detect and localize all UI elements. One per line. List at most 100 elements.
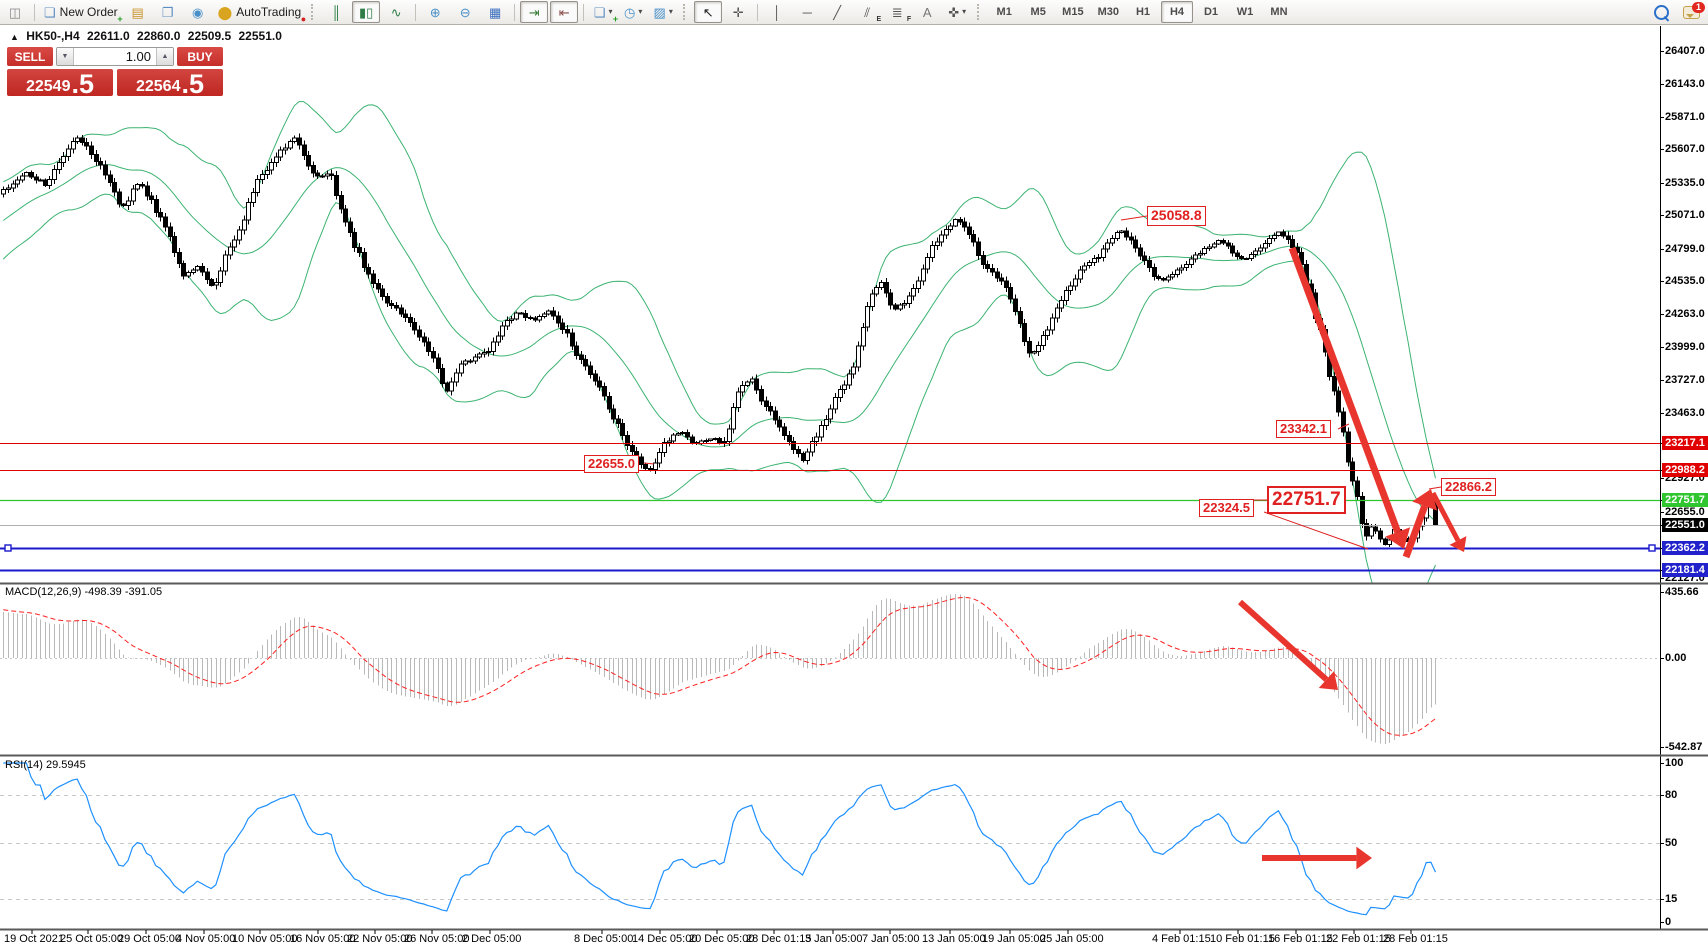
zoom-in-icon[interactable]: ⊕	[421, 1, 449, 23]
sell-button[interactable]: SELL	[7, 47, 53, 66]
equidistant-channel-icon[interactable]: ⫽ E	[853, 1, 881, 24]
fibonacci-icon[interactable]: ≣ F	[883, 1, 911, 24]
time-axis-label[interactable]: 8 Dec 05:00	[574, 933, 634, 945]
price-annotation[interactable]: 22751.7	[1267, 486, 1346, 514]
volume-input[interactable]: 1.00	[125, 49, 151, 64]
trend-arrow-head[interactable]	[1318, 671, 1338, 690]
time-axis-label[interactable]: 20 Dec 05:00	[689, 933, 755, 945]
new-order-icon[interactable]: ❏ + New Order	[40, 1, 123, 24]
market-window-icon[interactable]: ❐	[154, 1, 182, 23]
price-axis-label[interactable]: 23463.0	[1665, 407, 1705, 419]
timeframe-button-mn[interactable]: MN	[1270, 5, 1288, 18]
toolbar-group-handle[interactable]	[311, 4, 316, 20]
price-axis-label[interactable]: 24263.0	[1665, 308, 1705, 320]
rsi-axis-label[interactable]: 15	[1665, 893, 1678, 905]
signal-icon[interactable]: ◉	[184, 1, 212, 23]
price-axis-label[interactable]: 25335.0	[1665, 177, 1705, 189]
template-icon[interactable]: ❏ + ▾	[589, 1, 618, 24]
timeframe-button-h4[interactable]: H4	[1160, 1, 1193, 23]
notifications-icon[interactable]: 1	[1683, 1, 1705, 19]
timeframe-button-m30[interactable]: M30	[1097, 5, 1119, 18]
time-axis-label[interactable]: 10 Feb 01:15	[1210, 933, 1275, 945]
rsi-axis-label[interactable]: 0	[1665, 916, 1672, 928]
time-axis-label[interactable]: 28 Feb 01:15	[1383, 933, 1448, 945]
price-annotation[interactable]: 25058.8	[1147, 206, 1206, 226]
time-axis-label[interactable]: 22 Feb 01:15	[1326, 933, 1391, 945]
price-axis-label[interactable]: 26407.0	[1665, 45, 1705, 57]
search-icon[interactable]	[1654, 4, 1669, 20]
zoom-out-icon[interactable]: ⊖	[451, 1, 479, 23]
template-icon-caret[interactable]: ▾	[608, 7, 613, 16]
timeframe-button-m15[interactable]: M15	[1062, 5, 1084, 18]
volume-increase-button[interactable]: ▲	[156, 48, 173, 65]
price-annotation[interactable]: 23342.1	[1276, 420, 1331, 439]
price-axis-label[interactable]: 25071.0	[1665, 209, 1705, 221]
price-annotation[interactable]: 22655.0	[584, 455, 639, 474]
trend-arrow-head[interactable]	[1449, 536, 1467, 552]
chart-shift-icon[interactable]: ⇥	[520, 1, 549, 23]
time-axis-label[interactable]: 2 Dec 05:00	[462, 933, 522, 945]
price-axis-label[interactable]: 23999.0	[1665, 341, 1705, 353]
trend-arrow-shaft[interactable]	[1430, 491, 1461, 542]
candlestick-icon[interactable]: ▮▯	[352, 1, 381, 23]
target-line-22362-handle[interactable]	[4, 544, 12, 552]
trend-arrow-macd[interactable]	[1237, 599, 1338, 690]
time-axis-label[interactable]: 10 Nov 05:00	[232, 933, 298, 945]
price-annotation[interactable]: 22866.2	[1441, 478, 1496, 497]
time-axis-label[interactable]: 19 Jan 05:00	[982, 933, 1046, 945]
macd-axis-label[interactable]: 0.00	[1665, 652, 1687, 664]
timeframe-button-m5[interactable]: M5	[1030, 5, 1046, 18]
buy-button[interactable]: BUY	[177, 47, 223, 66]
text-icon[interactable]: A	[913, 1, 941, 23]
trend-arrows-main[interactable]	[1288, 246, 1467, 559]
autotrading-icon[interactable]: ⬤ ● AutoTrading	[214, 1, 307, 24]
period-icon[interactable]: ◷ ▾	[619, 1, 647, 23]
time-axis-label[interactable]: 16 Feb 01:15	[1268, 933, 1333, 945]
rsi-axis-label[interactable]: 50	[1665, 837, 1678, 849]
history-book-icon[interactable]: ▤	[124, 1, 152, 23]
time-axis-label[interactable]: 7 Jan 05:00	[862, 933, 920, 945]
time-axis-label[interactable]: 26 Nov 05:00	[404, 933, 470, 945]
price-axis-label[interactable]: 25607.0	[1665, 143, 1705, 155]
time-axis-label[interactable]: 22 Nov 05:00	[347, 933, 413, 945]
bb-lower-band[interactable]	[2, 193, 1436, 626]
price-annotation[interactable]: 22324.5	[1199, 499, 1254, 518]
time-axis-label[interactable]: 29 Oct 05:00	[118, 933, 181, 945]
rsi-axis-label[interactable]: 100	[1665, 757, 1684, 769]
time-axis-label[interactable]: 3 Jan 05:00	[805, 933, 863, 945]
trend-arrow-rsi[interactable]	[1262, 846, 1372, 870]
price-axis-label[interactable]: 23727.0	[1665, 374, 1705, 386]
timeframe-button-d1[interactable]: D1	[1203, 5, 1219, 18]
time-axis-label[interactable]: 25 Jan 05:00	[1040, 933, 1104, 945]
rsi-axis-label[interactable]: 80	[1665, 789, 1678, 801]
bar-chart-icon[interactable]: ║	[322, 1, 350, 23]
time-axis-label[interactable]: 19 Oct 2021	[4, 933, 64, 945]
indicators-icon[interactable]: ▨ ▾	[649, 1, 677, 23]
time-axis-label[interactable]: 25 Oct 05:00	[60, 933, 123, 945]
timeframe-button-h1[interactable]: H1	[1135, 5, 1151, 18]
arrows-tool-icon[interactable]: ✜ ▾	[943, 1, 971, 23]
time-axis-label[interactable]: 4 Nov 05:00	[176, 933, 236, 945]
price-axis-label[interactable]: 25871.0	[1665, 111, 1705, 123]
collapse-panel-icon[interactable]: ▲	[10, 32, 19, 42]
timeframe-button-m1[interactable]: M1	[996, 5, 1012, 18]
trend-arrow-shaft[interactable]	[1402, 504, 1429, 559]
indicators-icon-caret[interactable]: ▾	[668, 7, 673, 16]
trendline-icon[interactable]: ╱	[823, 1, 851, 23]
cursor-icon[interactable]: ↖	[694, 1, 723, 23]
price-axis-label[interactable]: 26143.0	[1665, 78, 1705, 90]
period-icon-caret[interactable]: ▾	[638, 7, 643, 16]
buy-price[interactable]: 22564 .5	[117, 69, 223, 97]
line-chart-icon[interactable]: ∿	[382, 1, 410, 23]
macd-axis-label[interactable]: -542.87	[1665, 741, 1703, 753]
trend-arrow-head[interactable]	[1385, 527, 1411, 549]
bb-upper-band[interactable]	[3, 101, 1436, 479]
trend-arrow-shaft[interactable]	[1288, 246, 1401, 534]
time-axis-label[interactable]: 16 Nov 05:00	[290, 933, 356, 945]
trend-arrow-shaft[interactable]	[1237, 599, 1329, 682]
price-axis-label[interactable]: 22655.0	[1665, 506, 1705, 518]
toolbar-group-handle[interactable]	[683, 4, 688, 20]
macd-axis-label[interactable]: 435.66	[1665, 586, 1699, 598]
time-axis-label[interactable]: 14 Dec 05:00	[632, 933, 698, 945]
